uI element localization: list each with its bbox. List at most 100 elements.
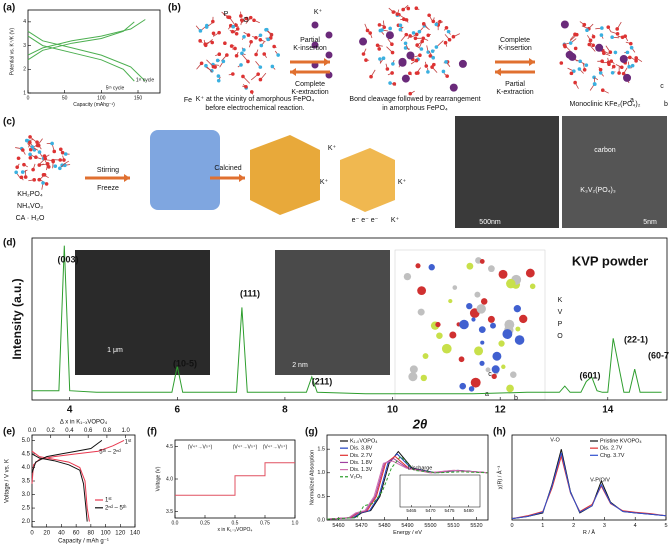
x-tick-label: 6 — [175, 405, 181, 416]
atom — [401, 7, 405, 12]
k-ion — [398, 57, 407, 66]
atom — [621, 71, 626, 76]
series-line — [511, 449, 667, 520]
crystal-atom — [515, 326, 521, 332]
atom — [20, 170, 25, 174]
y-tick-label: 4.0 — [166, 476, 173, 482]
atom — [424, 64, 429, 68]
atom — [411, 31, 416, 35]
atom — [20, 148, 25, 152]
series-line — [27, 35, 135, 82]
arrow-head — [495, 68, 501, 76]
atom — [30, 145, 35, 149]
y-tick-label: 3.0 — [22, 492, 31, 498]
annotation: K⁺ — [314, 9, 323, 16]
atom — [266, 37, 270, 42]
crystal-atom — [474, 291, 481, 298]
crystal-atom — [403, 272, 412, 281]
annotation: P — [224, 11, 229, 18]
series-line — [31, 439, 125, 484]
y-tick-label: 4.5 — [22, 452, 31, 458]
atom — [606, 25, 611, 29]
annotation: in amorphous FePO₄ — [382, 105, 448, 112]
x-axis-label: R / Å — [583, 529, 596, 536]
atom — [378, 28, 383, 33]
atom — [613, 50, 618, 55]
atom — [204, 63, 208, 68]
annotation: e⁻ e⁻ e⁻ — [352, 217, 379, 224]
crystal-atom — [422, 353, 429, 360]
arrow-head — [529, 58, 535, 66]
atom — [249, 39, 253, 44]
annotation: a — [485, 391, 489, 398]
annotation: Partial — [300, 37, 320, 44]
atom — [402, 17, 406, 21]
atom — [210, 40, 215, 45]
atom — [51, 159, 55, 164]
x-tick-label: 100 — [97, 95, 106, 101]
x-tick-label: 5480 — [378, 523, 390, 529]
annotation: NH₄VO₃ — [17, 203, 43, 210]
atom — [591, 43, 596, 48]
x-tick-label: 5470 — [355, 523, 367, 529]
annotation: K⁺ — [328, 145, 337, 152]
atom — [431, 19, 436, 24]
atom — [388, 26, 392, 31]
atom — [619, 65, 624, 70]
k-ion — [406, 51, 415, 60]
atom — [629, 45, 634, 50]
atom — [234, 53, 239, 58]
crystal-atom — [428, 264, 435, 271]
inset-tick-label: 5480 — [464, 508, 475, 513]
annotation: c — [660, 83, 664, 90]
atom — [244, 16, 249, 21]
series-line — [27, 19, 146, 56]
atom — [609, 59, 614, 63]
crystal-atom — [458, 356, 465, 363]
annotation: (10-5) — [173, 358, 197, 368]
annotation: b — [664, 101, 668, 108]
annotation: K⁺ — [391, 217, 400, 224]
atom — [24, 138, 29, 143]
atom — [203, 43, 208, 48]
annotation: Monoclinic KFe₂(PO₄)₂ — [570, 101, 641, 108]
x-axis-label: Capacity / mAh g⁻¹ — [58, 538, 109, 544]
atom — [588, 38, 593, 43]
x-tick-label: 50 — [62, 95, 68, 101]
legend-label: 1ˢᵗ — [105, 497, 112, 504]
atom — [258, 38, 263, 42]
atom — [364, 58, 368, 62]
crystal-atom — [466, 302, 473, 310]
atom — [634, 59, 638, 63]
atom — [413, 36, 418, 41]
crystal-atom — [441, 343, 452, 354]
crystal-atom — [485, 367, 491, 373]
atom — [447, 37, 452, 42]
atom — [607, 62, 611, 67]
atom — [627, 64, 631, 69]
atom — [246, 59, 250, 64]
atom — [414, 6, 419, 11]
annotation: a — [630, 97, 634, 104]
atom — [58, 158, 63, 162]
porous-cube — [250, 135, 320, 215]
crystal-atom — [502, 329, 513, 339]
atom — [240, 51, 244, 56]
crystal-atom — [501, 364, 506, 369]
atom — [426, 33, 431, 38]
k-ion — [595, 43, 604, 52]
atom — [382, 25, 387, 30]
k-ion — [401, 74, 410, 83]
crystal-atom — [449, 331, 457, 339]
crystal-atom — [420, 374, 428, 382]
crystal-atom — [498, 269, 508, 279]
atom — [241, 74, 245, 79]
tem-inset — [275, 250, 390, 375]
atom — [258, 65, 263, 69]
y-tick-label: 1.0 — [317, 470, 325, 476]
y-tick-label: 3.5 — [22, 479, 31, 485]
x-tick-label: 0.25 — [200, 520, 210, 526]
atom — [365, 28, 370, 33]
annotation: (211) — [312, 376, 333, 386]
k-ion — [619, 54, 628, 63]
